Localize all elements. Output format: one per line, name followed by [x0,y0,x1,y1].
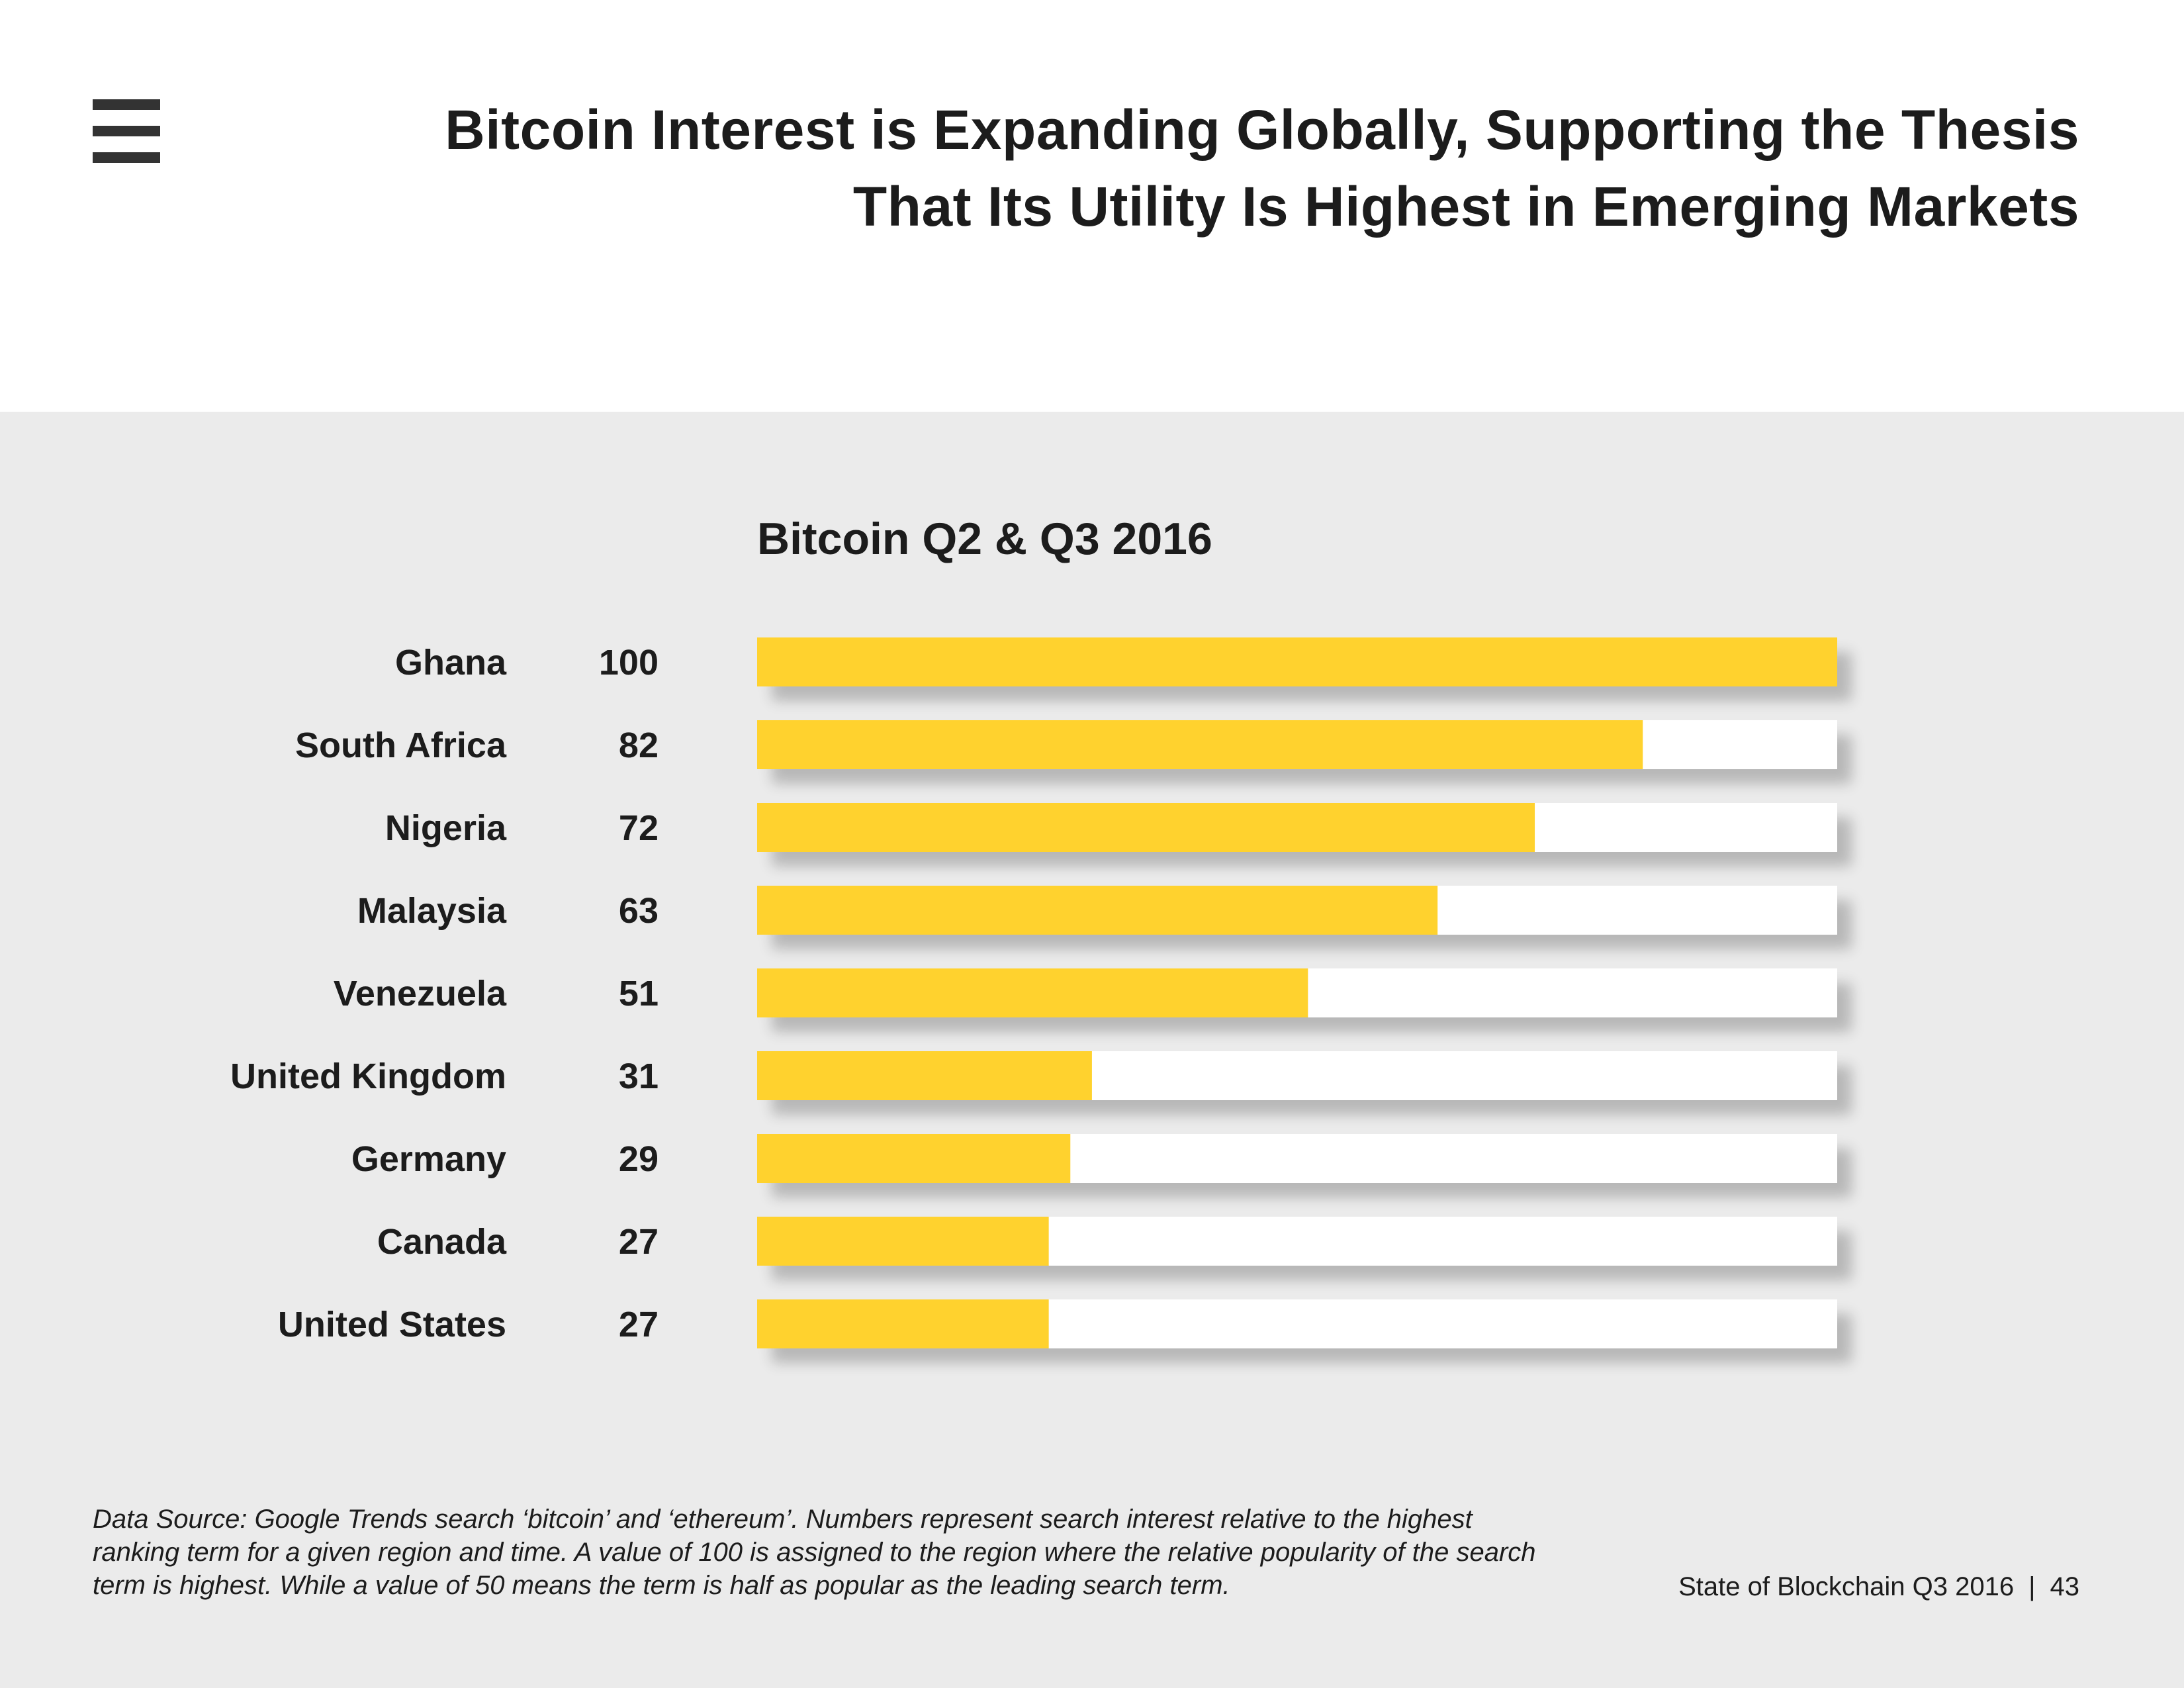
bar-row-canada: Canada 27 [377,1217,1837,1266]
category-label: Ghana [395,643,507,682]
page-title: Bitcoin Interest is Expanding Globally, … [445,99,2079,238]
bar-venezuela [757,968,1308,1017]
data-source-footnote: Data Source: Google Trends search ‘bitco… [93,1505,1536,1600]
menu-icon[interactable] [93,99,160,163]
value-label: 82 [619,726,659,765]
category-label: Germany [351,1139,506,1179]
bar-united-states [757,1299,1049,1348]
bar-united-kingdom [757,1051,1092,1100]
value-label: 27 [619,1222,659,1262]
value-label: 29 [619,1139,659,1179]
category-label: United Kingdom [230,1056,506,1096]
bar-nigeria [757,803,1535,852]
bar-row-united-states: United States 27 [278,1299,1837,1348]
bar-germany [757,1134,1071,1183]
value-label: 27 [619,1305,659,1344]
category-label: Venezuela [334,974,507,1013]
page-footer: State of Blockchain Q3 2016 | 43 [1678,1570,2079,1603]
chart-panel [0,412,2184,1688]
bar-row-nigeria: Nigeria 72 [385,803,1837,852]
bar-row-ghana: Ghana 100 [395,637,1837,686]
report-name: State of Blockchain Q3 2016 [1678,1572,2015,1601]
bar-row-malaysia: Malaysia 63 [357,886,1837,935]
bar-row-south-africa: South Africa 82 [295,720,1837,769]
bar-canada [757,1217,1049,1266]
category-label: Malaysia [357,891,507,931]
menu-icon-bar [93,126,160,136]
value-label: 72 [619,808,659,848]
category-label: South Africa [295,726,507,765]
value-label: 100 [599,643,659,682]
bar-malaysia [757,886,1438,935]
category-label: Nigeria [385,808,507,848]
bar-south-africa [757,720,1643,769]
chart-title: Bitcoin Q2 & Q3 2016 [757,514,1212,564]
menu-icon-bar [93,152,160,163]
bar-row-united-kingdom: United Kingdom 31 [230,1051,1837,1100]
page-number: 43 [2050,1572,2080,1601]
bar-row-venezuela: Venezuela 51 [334,968,1837,1017]
bar-row-germany: Germany 29 [351,1134,1837,1183]
bar-ghana [757,637,1837,686]
category-label: Canada [377,1222,507,1262]
category-label: United States [278,1305,506,1344]
menu-icon-bar [93,99,160,110]
value-label: 51 [619,974,659,1013]
value-label: 63 [619,891,659,931]
value-label: 31 [619,1056,659,1096]
footer-separator: | [2028,1572,2036,1601]
